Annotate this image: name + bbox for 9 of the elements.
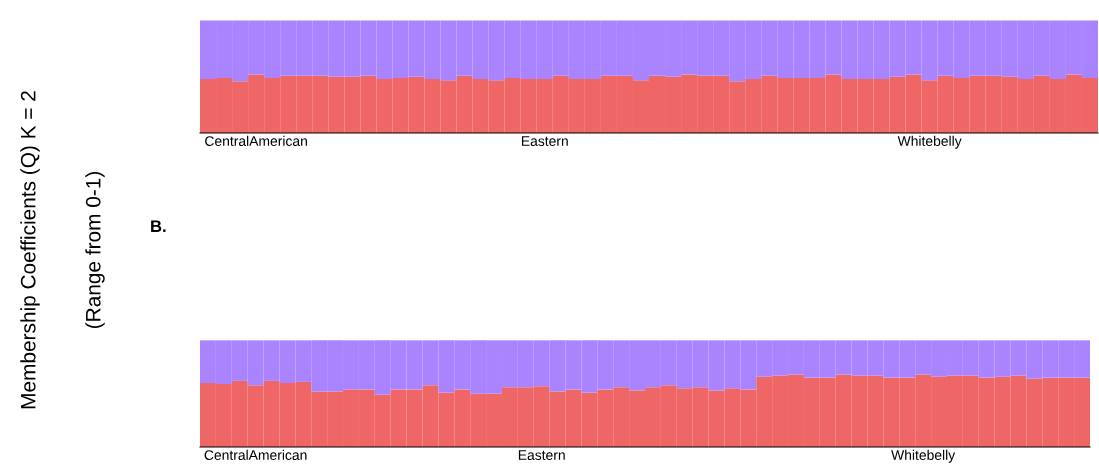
x-tick-label: CentralAmerican bbox=[205, 135, 307, 146]
text: (Range from 0-1) bbox=[85, 171, 105, 329]
x-tick-label: Eastern bbox=[518, 450, 565, 460]
y-axis-title: Membership Coefficients (Q) K = 2 bbox=[20, 91, 40, 409]
x-tick-label: Whitebelly bbox=[891, 449, 956, 463]
x-tick-label: Whitebelly bbox=[897, 135, 962, 149]
chart-title: B. bbox=[151, 220, 166, 232]
x-tick-label: Eastern bbox=[521, 136, 568, 146]
x-tick-label: CentralAmerican bbox=[204, 449, 307, 460]
